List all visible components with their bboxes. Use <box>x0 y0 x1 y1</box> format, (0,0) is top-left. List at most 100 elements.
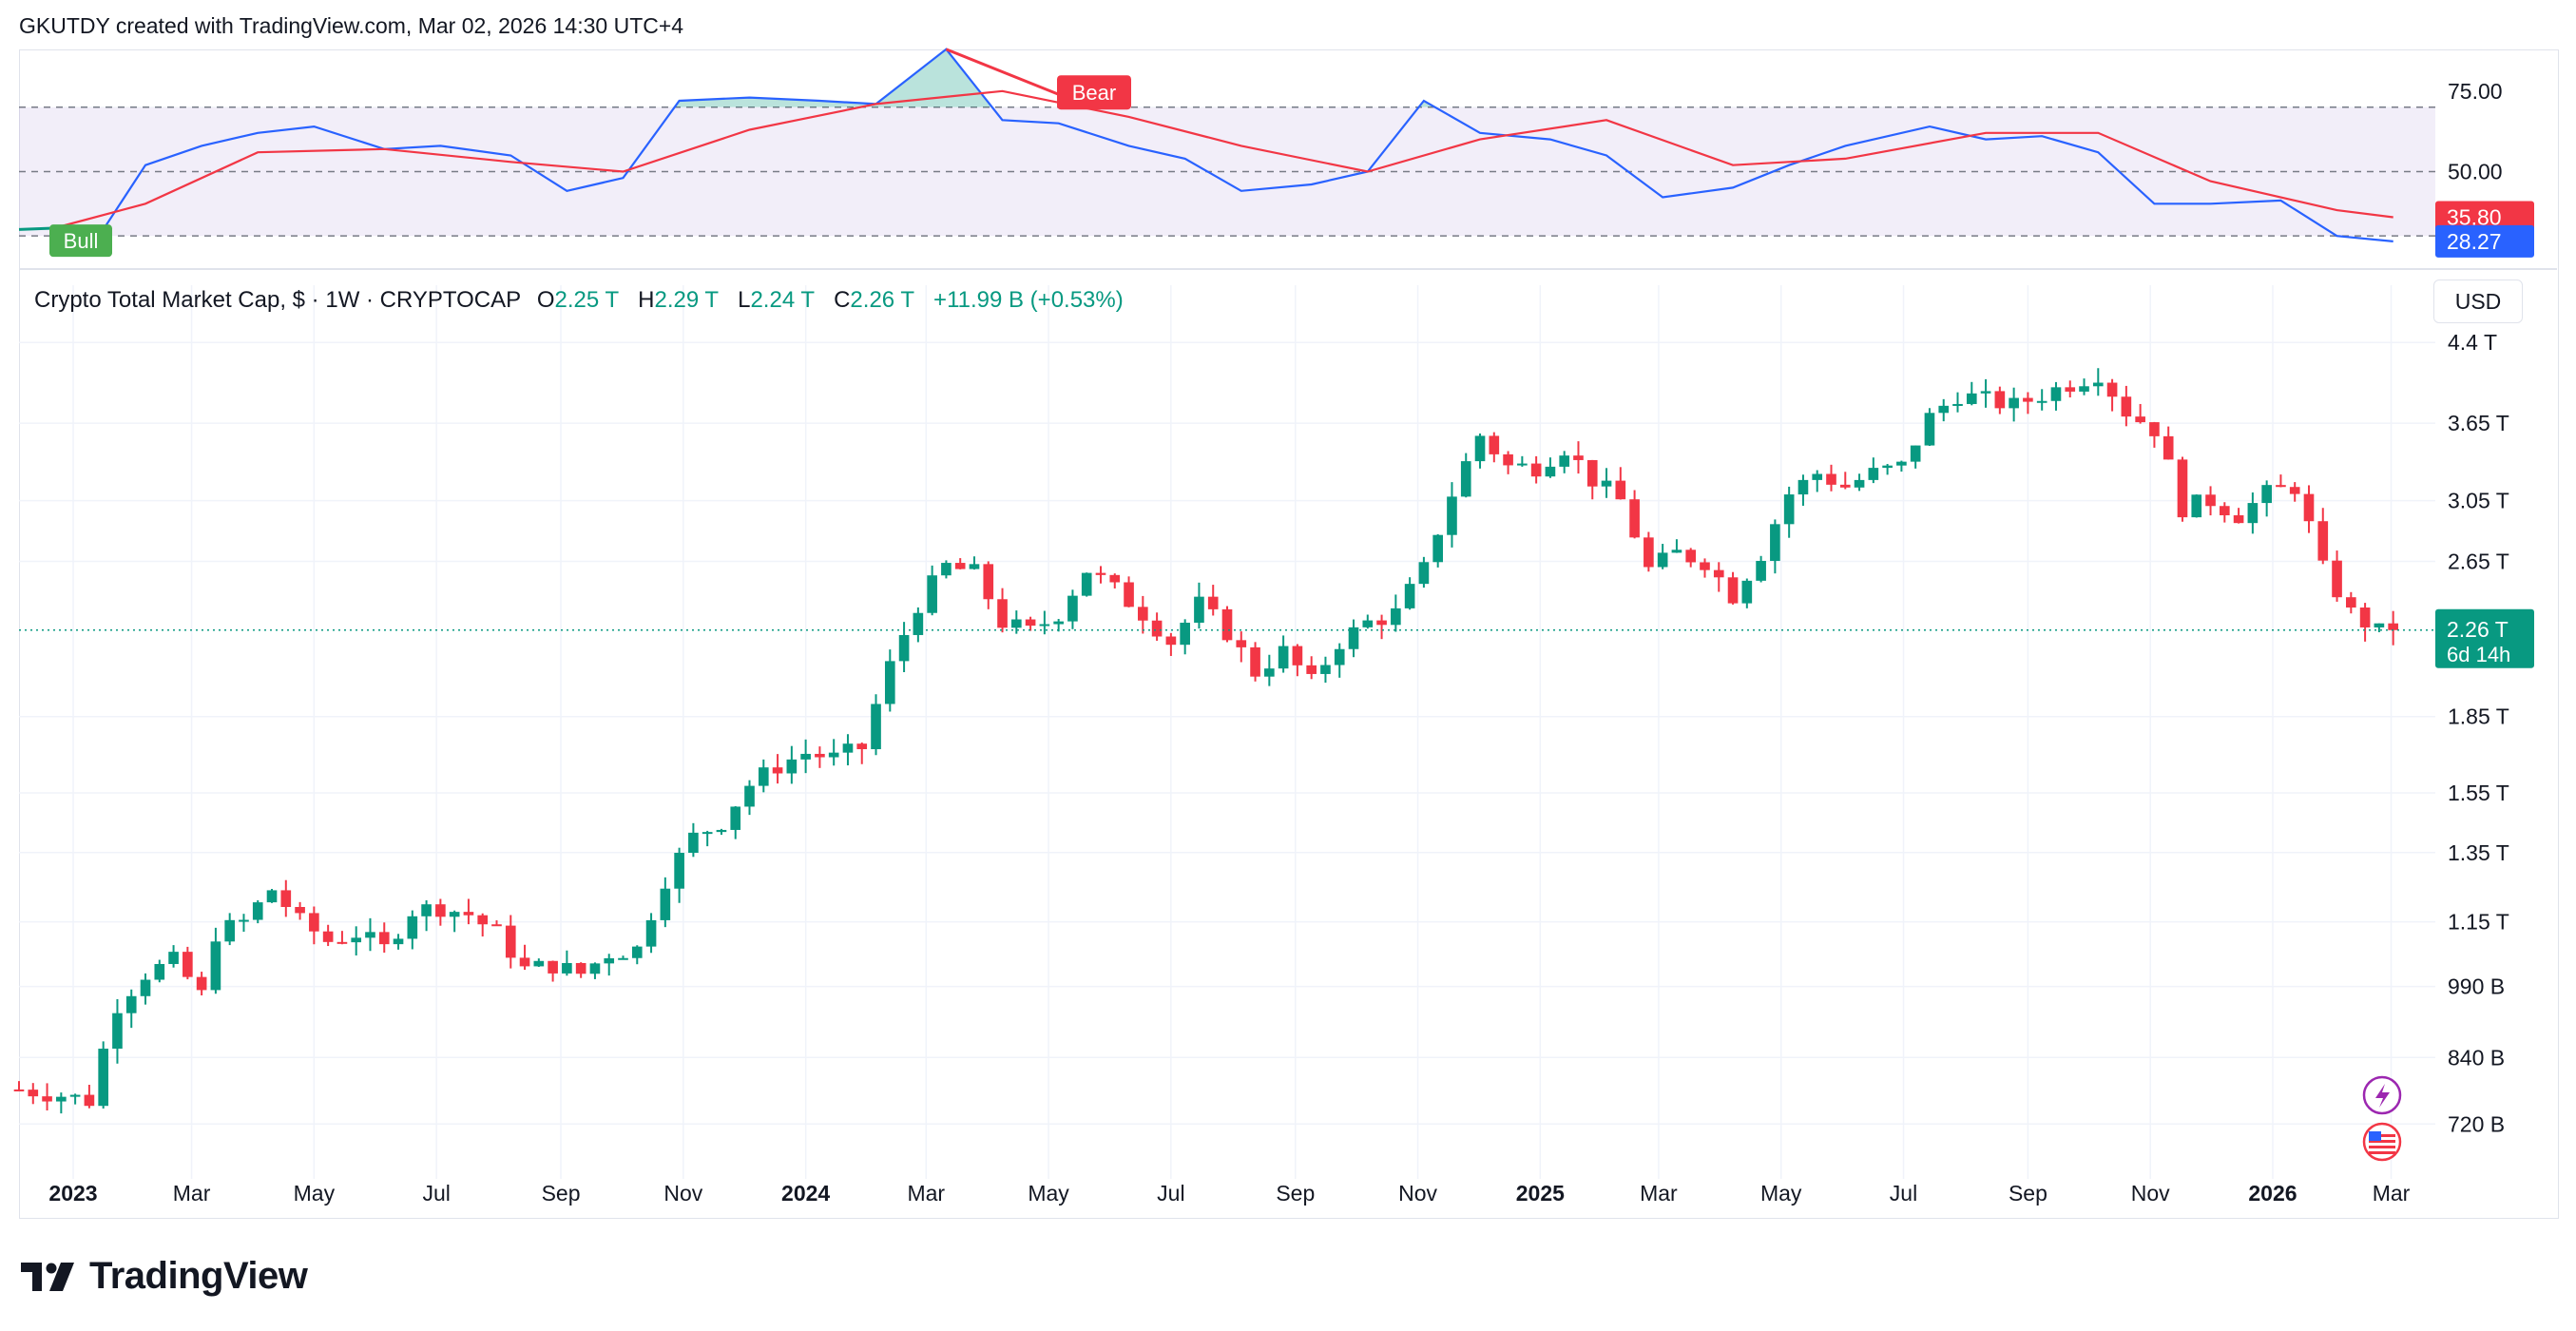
candle-body <box>1868 468 1879 480</box>
candle-body <box>1503 453 1513 466</box>
candle-body <box>2374 623 2385 627</box>
candle-body <box>125 995 137 1013</box>
candle-up <box>1334 643 1345 678</box>
candle-up <box>1081 572 1092 597</box>
us-flag-stripe <box>2369 1134 2395 1137</box>
candle-up <box>1264 654 1275 686</box>
candle-up <box>1348 619 1359 658</box>
candle-up <box>1517 455 1528 467</box>
candle-body <box>2359 608 2371 627</box>
candle-body <box>954 563 966 569</box>
candle-body <box>913 612 924 635</box>
candle-down <box>519 944 530 971</box>
candle-up <box>1194 582 1204 629</box>
candle-up <box>1966 381 1977 406</box>
candle-body <box>1292 646 1303 666</box>
candle-down <box>1586 459 1598 500</box>
candle-up <box>1391 594 1401 632</box>
candle-up <box>1896 460 1907 473</box>
candle-up <box>660 877 671 928</box>
candle-body <box>1713 569 1724 578</box>
candle-down <box>1685 548 1697 568</box>
candle-down <box>1109 573 1121 588</box>
candle-up <box>969 556 980 570</box>
candle-body <box>1615 480 1626 500</box>
time-tick-label: Sep <box>2009 1181 2047 1206</box>
candle-down <box>2106 378 2118 412</box>
candle-up <box>744 780 755 816</box>
candle-up <box>1180 619 1190 655</box>
candle-down <box>1025 616 1036 631</box>
rsi-line <box>61 48 2393 242</box>
candle-up <box>631 945 643 965</box>
brand-logo[interactable]: TradingView <box>21 1255 308 1298</box>
lightning-icon-glyph <box>2375 1084 2390 1108</box>
candle-up <box>351 926 362 955</box>
candle-down <box>2065 380 2076 397</box>
candle-body <box>631 946 643 958</box>
candle-down <box>309 906 319 945</box>
candle-down <box>1503 451 1513 474</box>
candle-up <box>112 999 123 1064</box>
candle-down <box>28 1083 39 1105</box>
candle-body <box>13 1089 25 1091</box>
candle-body <box>1376 620 1387 626</box>
candle-up <box>1545 457 1556 478</box>
time-tick-label: Mar <box>2373 1181 2411 1206</box>
candle-body <box>1460 461 1471 497</box>
candle-body <box>477 915 489 925</box>
candle-body <box>562 962 572 974</box>
candle-up <box>1812 470 1823 492</box>
candle-up <box>1938 398 1950 422</box>
candle-body <box>239 919 249 922</box>
candle-body <box>702 832 713 835</box>
candle-up <box>252 899 263 924</box>
candle-up <box>941 560 952 579</box>
candle-body <box>842 743 854 753</box>
time-tick-label: 2023 <box>48 1181 97 1206</box>
candle-body <box>1207 596 1219 609</box>
candle-down <box>2205 486 2216 516</box>
candle-body <box>1124 582 1134 608</box>
price-tick-label: 4.4 T <box>2448 330 2497 355</box>
candle-up <box>1671 539 1682 553</box>
candle-up <box>154 959 165 983</box>
candle-up <box>1657 544 1668 569</box>
candle-body <box>210 941 221 991</box>
candle-body <box>491 924 502 927</box>
candle-body <box>449 912 460 917</box>
candle-body <box>140 979 151 996</box>
currency-button[interactable]: USD <box>2433 280 2523 323</box>
candle-body <box>505 925 516 958</box>
candle-body <box>1165 636 1177 646</box>
candle-body <box>252 902 263 920</box>
us-flag-stripe <box>2369 1151 2395 1154</box>
candle-body <box>815 753 825 758</box>
candle-up <box>1067 589 1078 629</box>
time-tick-label: Jul <box>1890 1181 1917 1206</box>
candle-down <box>1151 612 1163 641</box>
chart-frame <box>19 49 2559 1219</box>
legend-open-value: 2.25 T <box>554 287 620 313</box>
candle-down <box>1207 585 1219 616</box>
candle-down <box>1644 531 1654 572</box>
candle-body <box>1741 580 1753 604</box>
candle-body <box>2332 560 2342 598</box>
legend-title: Crypto Total Market Cap, $ · 1W · CRYPTO… <box>34 287 522 313</box>
candle-body <box>730 806 741 830</box>
candle-up <box>1418 556 1430 588</box>
candle-up <box>2092 368 2104 396</box>
candle-body <box>772 767 783 774</box>
candle-up <box>1559 451 1570 473</box>
candle-body <box>1854 479 1865 488</box>
candle-body <box>1391 608 1401 626</box>
candle-body <box>1797 479 1809 495</box>
candle-down <box>1629 490 1640 539</box>
candle-body <box>1236 640 1247 647</box>
candle-down <box>378 922 390 954</box>
candle-body <box>280 890 292 907</box>
candle-body <box>786 759 798 774</box>
time-tick-label: 2024 <box>781 1181 830 1206</box>
candle-body <box>575 962 586 974</box>
